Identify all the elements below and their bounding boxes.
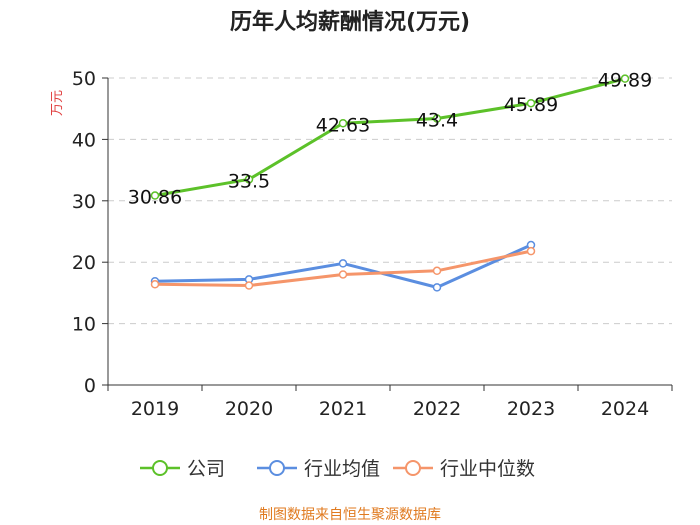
- y-tick-label: 50: [72, 68, 96, 90]
- data-point[interactable]: [526, 98, 536, 108]
- data-label: 42.63: [316, 114, 370, 136]
- data-point[interactable]: [432, 114, 442, 123]
- legend-item-0[interactable]: 公司: [140, 458, 225, 480]
- source-note: 制图数据来自恒生聚源数据库: [259, 507, 441, 523]
- data-point[interactable]: [620, 74, 630, 83]
- series-group: 30.86 33.5 42.63 43.4 45.89 49.89: [128, 70, 652, 292]
- x-tick-label: 2022: [413, 398, 461, 420]
- data-point[interactable]: [338, 119, 348, 128]
- y-tick-label: 20: [72, 252, 96, 274]
- data-label: 45.89: [504, 94, 558, 116]
- data-point[interactable]: [150, 280, 160, 289]
- axes: 0 10 20 30 40 50 2019 2020 2021 2022 2023 2024: [72, 68, 673, 420]
- data-label: 49.89: [598, 70, 652, 92]
- x-tick-label: 2024: [601, 398, 649, 420]
- data-label: 30.86: [128, 187, 182, 209]
- x-tick-label: 2019: [131, 398, 179, 420]
- legend-item-2[interactable]: 行业中位数: [393, 458, 535, 480]
- y-tick-label: 30: [72, 191, 96, 213]
- series-line-0: [154, 77, 626, 197]
- data-point[interactable]: [244, 281, 254, 290]
- y-tick-label: 0: [84, 375, 96, 397]
- data-label: 43.4: [416, 110, 458, 132]
- y-axis-label: 万元: [50, 90, 65, 116]
- x-tick-label: 2023: [507, 398, 555, 420]
- y-tick-label: 10: [72, 314, 96, 336]
- grid: [108, 77, 672, 325]
- data-point[interactable]: [150, 191, 160, 200]
- data-point[interactable]: [338, 270, 348, 279]
- legend-label: 行业中位数: [440, 458, 535, 480]
- legend-marker: [152, 460, 168, 476]
- legend-marker: [269, 460, 285, 476]
- legend-label: 公司: [187, 458, 225, 480]
- x-tick-label: 2021: [319, 398, 367, 420]
- data-point[interactable]: [432, 283, 442, 292]
- x-tick-label: 2020: [225, 398, 273, 420]
- legend-label: 行业均值: [304, 458, 380, 480]
- legend-item-1[interactable]: 行业均值: [257, 458, 380, 480]
- legend[interactable]: 公司 行业均值 行业中位数: [140, 458, 535, 480]
- chart-title: 历年人均薪酬情况(万元): [230, 9, 470, 35]
- data-point[interactable]: [432, 266, 442, 276]
- legend-marker: [405, 460, 421, 476]
- data-point[interactable]: [338, 259, 348, 268]
- data-point[interactable]: [526, 246, 536, 256]
- data-label: 33.5: [228, 170, 270, 192]
- data-point[interactable]: [244, 175, 254, 184]
- y-tick-label: 40: [72, 129, 96, 151]
